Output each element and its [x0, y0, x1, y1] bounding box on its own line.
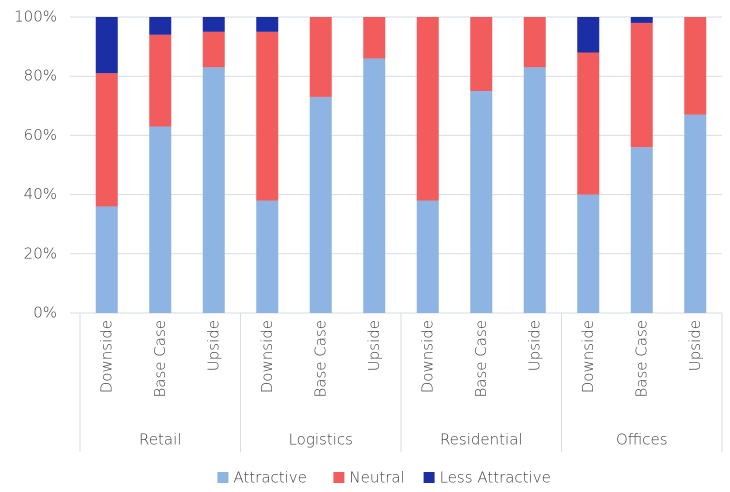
bar-segment — [309, 17, 332, 97]
x-tick-label: Upside — [686, 320, 704, 371]
y-tick-label: 40% — [24, 185, 57, 203]
y-tick-label: 20% — [24, 244, 57, 262]
bar-segment — [470, 91, 493, 313]
x-tick-label: Upside — [525, 320, 543, 371]
legend-label: Less Attractive — [440, 469, 551, 487]
bar-segment — [577, 52, 600, 195]
group-label: Logistics — [289, 431, 353, 449]
y-tick-label: 0% — [33, 304, 57, 322]
legend-label: Attractive — [233, 469, 307, 487]
bar-segment — [202, 67, 225, 313]
bar-segment — [202, 17, 225, 32]
bar-segment — [523, 17, 546, 68]
bar-segment — [256, 200, 279, 313]
bar-segment — [577, 17, 600, 53]
x-tick-label: Upside — [204, 320, 222, 371]
bar-segment — [577, 194, 600, 313]
x-tick-label: Upside — [365, 320, 383, 371]
bar-segment — [630, 22, 653, 148]
legend-label: Neutral — [349, 469, 404, 487]
bar-segment — [95, 73, 118, 207]
x-tick-label: Base Case — [632, 320, 650, 398]
bar-segment — [684, 17, 707, 115]
x-tick-label: Downside — [97, 320, 115, 393]
y-tick-label: 100% — [14, 8, 57, 26]
group-label: Offices — [616, 431, 668, 449]
bar-segment — [95, 206, 118, 313]
bar-segment — [630, 147, 653, 313]
bar-segment — [149, 126, 172, 314]
bar-segment — [684, 114, 707, 314]
bar-segment — [630, 17, 653, 23]
bar-segment — [149, 34, 172, 127]
bar-segment — [149, 17, 172, 35]
x-tick-label: Base Case — [311, 320, 329, 398]
bar-segment — [309, 96, 332, 313]
group-label: Retail — [139, 431, 181, 449]
bar-segment — [470, 17, 493, 91]
bar-segment — [523, 67, 546, 313]
y-tick-label: 60% — [24, 126, 57, 144]
legend-swatch — [423, 472, 435, 483]
x-tick-label: Base Case — [472, 320, 490, 398]
x-tick-label: Downside — [579, 320, 597, 393]
bar-segment — [416, 17, 439, 201]
bar-segment — [202, 31, 225, 68]
group-label: Residential — [440, 431, 523, 449]
bar-segment — [363, 17, 386, 59]
bar-segment — [256, 17, 279, 32]
bar-segment — [363, 58, 386, 313]
legend-swatch — [333, 472, 345, 483]
x-tick-label: Base Case — [151, 320, 169, 398]
bar-segment — [256, 31, 279, 201]
x-tick-label: Downside — [418, 320, 436, 393]
x-tick-label: Downside — [258, 320, 276, 393]
bar-segment — [416, 200, 439, 313]
y-tick-label: 80% — [24, 67, 57, 85]
bar-segment — [95, 17, 118, 74]
legend-swatch — [217, 472, 229, 483]
